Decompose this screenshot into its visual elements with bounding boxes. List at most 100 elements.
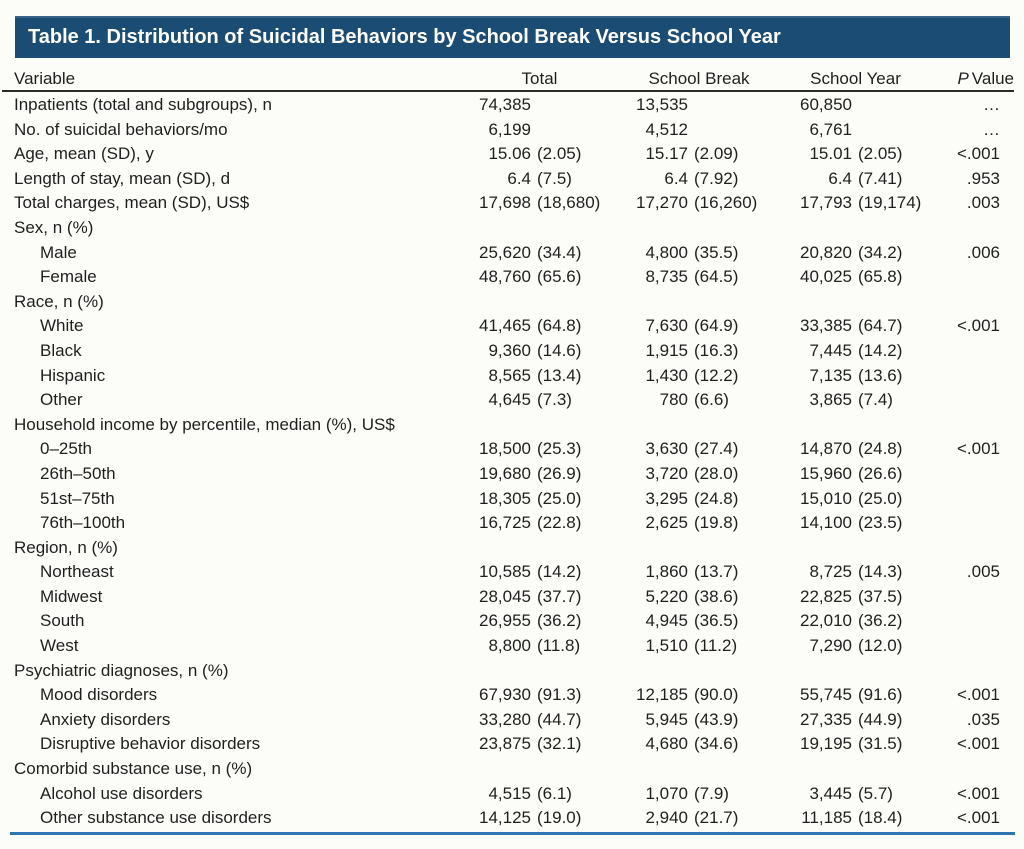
column-header-total: Total [521,69,558,88]
row-label: West [40,636,79,656]
school-year-value: 27,335 [800,709,852,729]
school-year-value: 55,745 [800,685,852,705]
row-label: Northeast [40,562,114,582]
column-header-row: Variable Total School Break School Year … [0,56,1024,90]
table-row: Northeast 10,585 (14.2) 1,860 (13.7) 8,7… [0,560,1024,585]
school-year-value: 40,025 [800,267,852,287]
school-year-value: 8,725 [809,562,852,582]
p-value [920,609,1014,634]
school-year-paren: (14.2) [858,340,903,360]
p-value: .035 [966,709,1000,729]
school-break-value: 13,535 [636,95,688,114]
table-row: 76th–100th 16,725 (22.8) 2,625 (19.8) 14… [0,511,1024,536]
table-row: Anxiety disorders 33,280 (44.7) 5,945 (4… [0,708,1024,733]
total-value: 48,760 [479,267,531,287]
table-row: Comorbid substance use, n (%) [0,757,1024,782]
school-break-paren: (16.3) [694,340,739,360]
bottom-rule [10,832,1015,835]
school-break-paren: (34.6) [694,734,739,754]
row-label: Household income by percentile, median (… [14,414,395,434]
p-value [920,216,1014,241]
column-header-school-break: School Break [648,69,750,88]
school-break-paren: (28.0) [694,463,739,483]
school-year-paren: (36.2) [858,611,903,631]
table-row: No. of suicidal behaviors/mo 6,199 4,512… [0,118,1024,143]
total-paren: (19.0) [537,808,582,828]
school-break-value: 3,720 [645,463,688,483]
total-paren [531,536,611,561]
p-value [920,265,1014,290]
school-break-value [611,536,688,561]
p-value [920,364,1014,389]
school-break-paren [688,659,771,684]
school-break-paren: (11.2) [694,636,738,656]
school-break-value [611,659,688,684]
school-year-paren [852,118,920,143]
p-value [920,413,1014,438]
school-year-paren: (7.41) [858,168,903,188]
table-row: Total charges, mean (SD), US$ 17,698 (18… [0,191,1024,216]
total-value [440,413,531,438]
school-break-value: 4,680 [645,734,688,754]
total-value: 6,199 [488,119,531,139]
total-value: 33,280 [479,709,531,729]
row-label: 51st–75th [40,488,115,508]
school-year-value: 3,865 [809,390,852,410]
total-paren: (6.1) [537,783,572,803]
p-value: .003 [966,193,1000,213]
row-label: Midwest [40,586,103,606]
total-paren: (25.0) [537,488,582,508]
school-year-value: 7,445 [809,340,852,360]
total-value: 10,585 [479,562,531,582]
school-break-paren: (35.5) [694,242,739,262]
table-row: Inpatients (total and subgroups), n 74,3… [0,93,1024,118]
table-row: 51st–75th 18,305 (25.0) 3,295 (24.8) 15,… [0,487,1024,512]
row-label: Psychiatric diagnoses, n (%) [14,660,229,680]
table-title-bar: Table 1. Distribution of Suicidal Behavi… [15,16,1010,58]
school-year-paren: (37.5) [858,586,903,606]
total-value: 16,725 [479,513,531,533]
school-break-paren: (43.9) [694,709,739,729]
school-year-value: 14,870 [800,439,852,459]
school-break-paren: (64.5) [694,267,739,287]
total-value: 8,565 [488,365,531,385]
school-break-paren [688,536,771,561]
total-value: 74,385 [479,95,531,114]
school-break-value: 17,270 [636,193,688,213]
school-year-value: 60,850 [800,95,852,114]
table-row: West 8,800 (11.8) 1,510 (11.2) 7,290 (12… [0,634,1024,659]
school-year-paren: (91.6) [858,685,903,705]
table-row: Length of stay, mean (SD), d 6.4 (7.5) 6… [0,167,1024,192]
total-paren: (37.7) [537,586,582,606]
school-break-paren [688,118,771,143]
table-row: Female 48,760 (65.6) 8,735 (64.5) 40,025… [0,265,1024,290]
school-break-paren: (6.6) [694,390,729,410]
school-year-value: 22,010 [800,611,852,631]
p-value [920,487,1014,512]
total-value: 4,645 [488,390,531,410]
total-value [440,216,531,241]
school-year-paren: (2.05) [858,144,903,164]
total-value: 18,305 [479,488,531,508]
table-row: Disruptive behavior disorders 23,875 (32… [0,732,1024,757]
total-paren [531,290,611,315]
row-label: Other substance use disorders [40,808,272,828]
row-label: 0–25th [40,439,92,459]
school-year-value: 20,820 [800,242,852,262]
school-break-paren: (24.8) [694,488,739,508]
row-label: No. of suicidal behaviors/mo [14,119,228,139]
school-break-value: 2,940 [645,808,688,828]
school-year-value [771,290,852,315]
table-row: Region, n (%) [0,536,1024,561]
total-value: 19,680 [479,463,531,483]
row-label: Black [40,340,82,360]
p-value [920,536,1014,561]
row-label: Comorbid substance use, n (%) [14,759,253,779]
total-value: 23,875 [479,734,531,754]
school-year-value: 3,445 [809,783,852,803]
school-break-paren [688,290,771,315]
total-paren: (13.4) [537,365,582,385]
total-paren: (44.7) [537,709,582,729]
total-paren [531,118,611,143]
row-label: Region, n (%) [14,537,118,557]
